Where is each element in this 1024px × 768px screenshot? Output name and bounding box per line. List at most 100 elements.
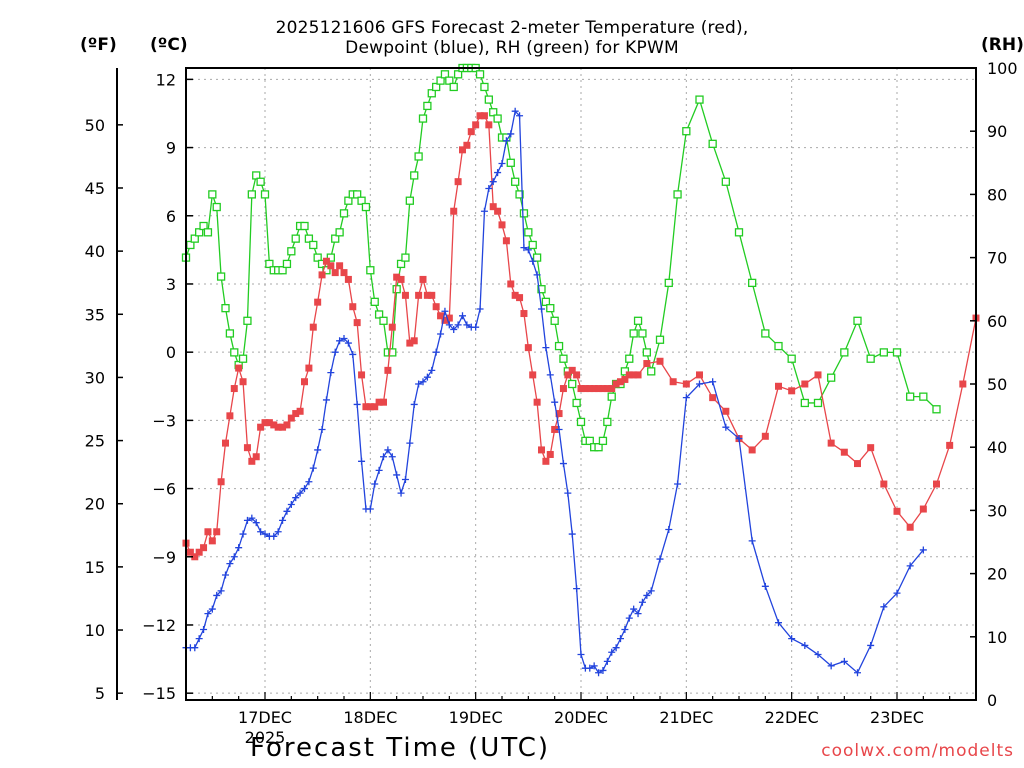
- rh-point: [401, 253, 410, 262]
- dewpoint-point: [775, 619, 782, 627]
- temperature-point: [261, 419, 269, 427]
- rh-point: [647, 367, 656, 376]
- temperature-point: [577, 385, 585, 393]
- dewpoint-point: [638, 598, 646, 606]
- rh-point: [361, 202, 371, 212]
- dewpoint-point: [919, 546, 927, 554]
- temperature-point: [485, 121, 493, 129]
- dewpoint-point: [480, 207, 488, 215]
- rh-point: [853, 316, 862, 325]
- rh-point: [335, 228, 344, 237]
- dewpoint-point: [599, 666, 607, 674]
- dewpoint-point: [296, 489, 304, 497]
- dewpoint-point: [827, 662, 835, 670]
- temperature-point: [314, 298, 322, 306]
- rh-point: [331, 234, 340, 243]
- temperature-point: [529, 371, 537, 379]
- temperature-point: [586, 385, 594, 393]
- rh-point: [291, 234, 300, 243]
- plot-area: [186, 70, 976, 700]
- dewpoint-point: [213, 591, 221, 599]
- dewpoint-point: [559, 460, 567, 468]
- rh-point: [761, 329, 770, 338]
- temperature-point: [467, 128, 475, 136]
- rh-point: [840, 348, 849, 357]
- temperature-point: [634, 371, 642, 379]
- rh-point: [199, 221, 208, 231]
- temperature-point: [682, 380, 690, 388]
- temperature-point: [331, 269, 339, 277]
- temperature-point: [656, 357, 664, 365]
- dewpoint-point: [450, 325, 458, 333]
- rh-point: [866, 354, 875, 363]
- rh-tick-label: 30: [987, 501, 1007, 520]
- temperature-point: [344, 275, 352, 283]
- dewpoint-point: [415, 380, 423, 388]
- dewpoint-point: [423, 373, 431, 381]
- dewpoint-point: [748, 537, 756, 545]
- dewpoint-point: [665, 525, 673, 533]
- rh-axis-label: (RH): [981, 35, 1024, 55]
- temperature-point: [226, 412, 234, 420]
- rh-point: [594, 443, 603, 452]
- chart-title-line-1: 2025121606 GFS Forecast 2-meter Temperat…: [275, 18, 749, 38]
- temperature-point: [432, 303, 440, 311]
- rh-point: [528, 240, 537, 250]
- celsius-tick-label: 6: [166, 207, 176, 226]
- temperature-point: [353, 319, 361, 327]
- rh-point: [405, 196, 414, 205]
- dewpoint-point: [709, 378, 717, 386]
- rh-point: [238, 354, 248, 363]
- temperature-point: [217, 478, 225, 486]
- temperature-point: [195, 548, 203, 556]
- temperature-point: [946, 441, 954, 449]
- rh-point: [546, 304, 555, 313]
- celsius-axis-label: (ºC): [150, 35, 188, 55]
- fahrenheit-tick-label: 20: [85, 495, 105, 514]
- dewpoint-point: [318, 425, 326, 433]
- temperature-point: [573, 371, 581, 379]
- temperature-point: [301, 378, 308, 386]
- temperature-point: [292, 410, 300, 418]
- dewpoint-point: [656, 555, 664, 563]
- rh-point: [484, 95, 493, 104]
- rh-point: [603, 417, 612, 427]
- temperature-point: [371, 403, 379, 411]
- rh-point: [366, 266, 375, 275]
- rh-point: [537, 285, 546, 294]
- dewpoint-point: [647, 587, 655, 595]
- x-axis-title: Forecast Time (UTC): [0, 733, 1024, 763]
- dewpoint-point: [507, 130, 515, 138]
- rh-point: [190, 234, 199, 243]
- rh-point: [203, 228, 213, 237]
- temperature-point: [349, 303, 357, 311]
- rh-point: [511, 177, 520, 186]
- celsius-tick-label: 9: [166, 139, 176, 158]
- temperature-point: [581, 385, 589, 393]
- dewpoint-point: [682, 394, 690, 402]
- dewpoint-point: [722, 423, 730, 431]
- dewpoint-point: [252, 519, 260, 527]
- series-layer: [181, 63, 980, 677]
- temperature-point: [511, 291, 519, 299]
- temperature-point: [722, 407, 730, 415]
- dewpoint-point: [419, 378, 427, 386]
- temperature-point: [893, 507, 901, 515]
- dewpoint-point: [257, 528, 265, 536]
- dewpoint-point: [305, 478, 313, 486]
- temperature-point: [520, 310, 528, 318]
- rh-point: [664, 278, 673, 288]
- rh-tick-label: 0: [987, 691, 997, 710]
- temperature-point: [590, 385, 598, 393]
- rh-point: [326, 253, 335, 262]
- dewpoint-point: [366, 505, 374, 513]
- dewpoint-point: [489, 178, 497, 186]
- dewpoint-point: [564, 489, 572, 497]
- temperature-point: [186, 548, 194, 556]
- temperature-point: [788, 387, 796, 395]
- temperature-point: [287, 414, 295, 422]
- fahrenheit-tick-label: 35: [85, 305, 105, 324]
- chart-title-line-2: Dewpoint (blue), RH (green) for KPWM: [345, 38, 679, 58]
- rh-point: [252, 171, 261, 180]
- temperature-point: [322, 257, 330, 265]
